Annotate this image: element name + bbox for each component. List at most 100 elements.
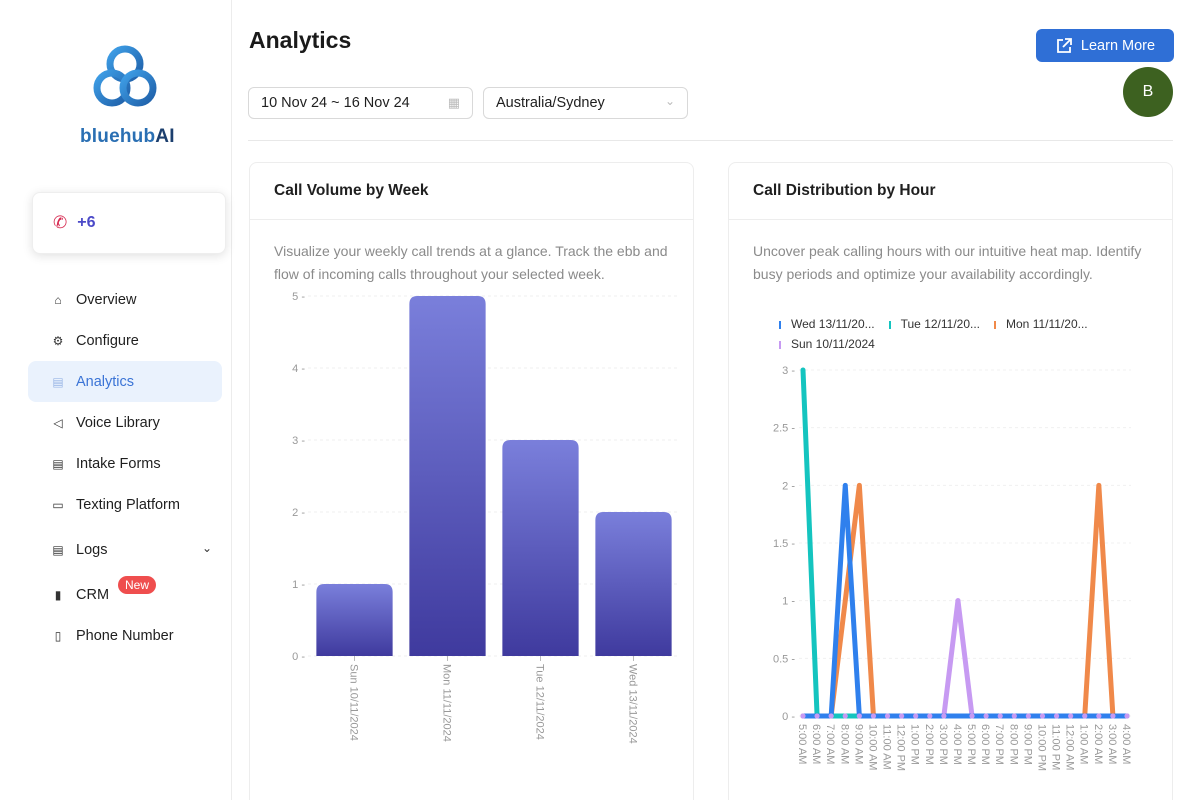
legend-label: Mon 11/11/20... — [1006, 317, 1088, 331]
call-distribution-title: Call Distribution by Hour — [729, 163, 1172, 220]
brand-logo[interactable]: bluehubAI — [70, 44, 180, 154]
data-point — [870, 713, 877, 719]
data-point — [856, 713, 862, 719]
x-tick-label: 6:00 PM — [979, 724, 991, 765]
learn-more-button[interactable]: Learn More — [1036, 29, 1174, 62]
chevron-down-icon: ⌄ — [664, 94, 675, 108]
data-point — [1025, 713, 1031, 719]
sidebar-item-texting-platform[interactable]: ▭ Texting Platform — [28, 484, 222, 525]
data-point — [1039, 713, 1046, 719]
data-point — [1096, 713, 1102, 719]
y-tick-label: 3 - — [292, 435, 305, 447]
brand-name-part2: AI — [155, 126, 175, 147]
y-tick-label: 0 - — [782, 711, 795, 723]
call-volume-title: Call Volume by Week — [250, 163, 693, 220]
x-tick-label: 10:00 PM — [1035, 724, 1047, 771]
x-tick-label: 12:00 AM — [1064, 724, 1076, 770]
data-point — [1068, 713, 1074, 719]
data-point — [800, 713, 806, 719]
sidebar-item-label: Configure — [76, 332, 139, 349]
call-volume-card: Call Volume by Week Visualize your weekl… — [249, 162, 694, 800]
legend-item[interactable]: Tue 12/11/20... — [888, 317, 981, 331]
new-badge: New — [118, 576, 157, 594]
x-tick-label: Tue 12/11/2024 — [534, 664, 546, 740]
bar — [595, 512, 672, 656]
x-tick-label: 4:00 AM — [1120, 724, 1132, 764]
speaker-icon: ◁ — [53, 415, 63, 430]
x-tick-label: 2:00 AM — [1092, 724, 1104, 764]
x-tick-label: 8:00 PM — [1007, 724, 1019, 765]
header-divider — [248, 140, 1173, 141]
legend-label: Tue 12/11/20... — [900, 317, 981, 331]
call-distribution-card: Call Distribution by Hour Uncover peak c… — [728, 162, 1173, 800]
data-point — [1053, 713, 1060, 719]
x-tick-label: 1:00 PM — [909, 724, 921, 765]
legend-swatch — [779, 320, 781, 329]
x-tick-label: 8:00 AM — [838, 724, 850, 764]
sidebar-item-analytics[interactable]: ▤ Analytics — [28, 361, 222, 402]
chevron-down-icon[interactable]: ⌄ — [201, 541, 212, 555]
x-tick-label: 7:00 PM — [993, 724, 1005, 765]
data-point — [1011, 713, 1017, 719]
x-tick-label: 12:00 PM — [895, 724, 907, 771]
legend-label: Sun 10/11/2024 — [791, 337, 875, 351]
sidebar-item-configure[interactable]: ⚙ Configure — [28, 320, 222, 361]
external-link-icon — [1057, 37, 1072, 53]
x-tick-label: 11:00 AM — [881, 724, 893, 770]
data-point — [927, 713, 933, 719]
y-tick-label: 4 - — [292, 363, 305, 375]
data-point — [828, 713, 834, 719]
x-tick-label: 3:00 AM — [1106, 724, 1118, 764]
x-tick-label: 11:00 PM — [1050, 724, 1062, 770]
logo-icon — [93, 45, 157, 107]
timezone-select[interactable]: Australia/Sydney ⌄ — [483, 87, 688, 119]
y-tick-label: 5 - — [292, 291, 305, 303]
sidebar-item-crm[interactable]: ▮ CRM New — [28, 574, 222, 615]
data-point — [1082, 713, 1088, 719]
y-tick-label: 0 - — [292, 651, 305, 663]
avatar[interactable]: B — [1123, 67, 1173, 117]
sidebar-item-label: Phone Number — [76, 627, 174, 644]
sidebar-item-label: Intake Forms — [76, 455, 161, 472]
legend-label: Wed 13/11/20... — [791, 317, 875, 331]
date-range-value: 10 Nov 24 ~ 16 Nov 24 — [261, 95, 410, 111]
data-point — [884, 713, 891, 719]
sidebar-item-intake-forms[interactable]: ▤ Intake Forms — [28, 443, 222, 484]
sidebar-item-voice-library[interactable]: ◁ Voice Library — [28, 402, 222, 443]
data-point — [983, 713, 989, 719]
home-icon: ⌂ — [54, 292, 62, 307]
legend-swatch — [994, 320, 997, 329]
data-point — [1124, 713, 1130, 719]
sidebar-item-label: Voice Library — [76, 414, 160, 431]
x-tick-label: 7:00 AM — [824, 724, 836, 764]
sidebar-item-logs[interactable]: ▤ Logs ⌄ — [28, 529, 222, 570]
x-tick-label: 2:00 PM — [923, 724, 935, 765]
legend-item[interactable]: Mon 11/11/20... — [994, 317, 1088, 331]
call-distribution-chart: 0 - 0.5 - 1 - 1.5 - 2 - 2.5 - 3 - 5:00 AM 6:00 A… — [773, 365, 1132, 771]
data-point — [941, 713, 947, 719]
calendar-icon: ▦ — [447, 95, 460, 110]
bar — [316, 584, 393, 656]
form-icon: ▤ — [52, 456, 64, 471]
data-point — [997, 713, 1003, 719]
timezone-value: Australia/Sydney — [496, 95, 605, 111]
brand-name-part1: bluehub — [80, 126, 156, 147]
sidebar-item-label: CRM — [76, 586, 110, 603]
sidebar-item-phone-number[interactable]: ▯ Phone Number — [28, 615, 222, 656]
call-volume-chart: 0 - 1 - 2 - 3 - 4 - 5 - Sun 10/11/2024 Mon 11/1… — [292, 291, 680, 744]
sidebar-item-overview[interactable]: ⌂ Overview — [28, 279, 222, 320]
x-tick-label: Sun 10/11/2024 — [348, 664, 360, 741]
sidebar-nav: ⌂ Overview ⚙ Configure ▤ Analytics ◁ Voi… — [28, 279, 222, 656]
phone-icon: ✆ — [53, 213, 68, 232]
logs-icon: ▤ — [52, 542, 64, 557]
call-distribution-description: Uncover peak calling hours with our intu… — [753, 243, 1142, 282]
x-tick-label: 6:00 AM — [810, 724, 822, 764]
legend-item[interactable]: Sun 10/11/2024 — [779, 337, 875, 351]
bar — [409, 296, 486, 656]
legend-item[interactable]: Wed 13/11/20... — [779, 317, 875, 331]
page-title: Analytics — [249, 27, 352, 53]
date-range-picker[interactable]: 10 Nov 24 ~ 16 Nov 24 ▦ — [248, 87, 473, 119]
y-tick-label: 1 - — [292, 579, 305, 591]
phone-card[interactable]: ✆ +6 — [32, 192, 226, 254]
